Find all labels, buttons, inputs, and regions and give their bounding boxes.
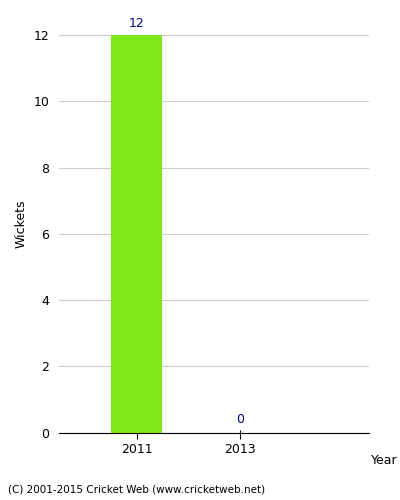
- Text: (C) 2001-2015 Cricket Web (www.cricketweb.net): (C) 2001-2015 Cricket Web (www.cricketwe…: [8, 485, 265, 495]
- X-axis label: Year: Year: [371, 454, 398, 466]
- Text: 12: 12: [129, 17, 144, 30]
- Text: 0: 0: [236, 413, 244, 426]
- Y-axis label: Wickets: Wickets: [15, 200, 28, 248]
- Bar: [111, 35, 162, 432]
